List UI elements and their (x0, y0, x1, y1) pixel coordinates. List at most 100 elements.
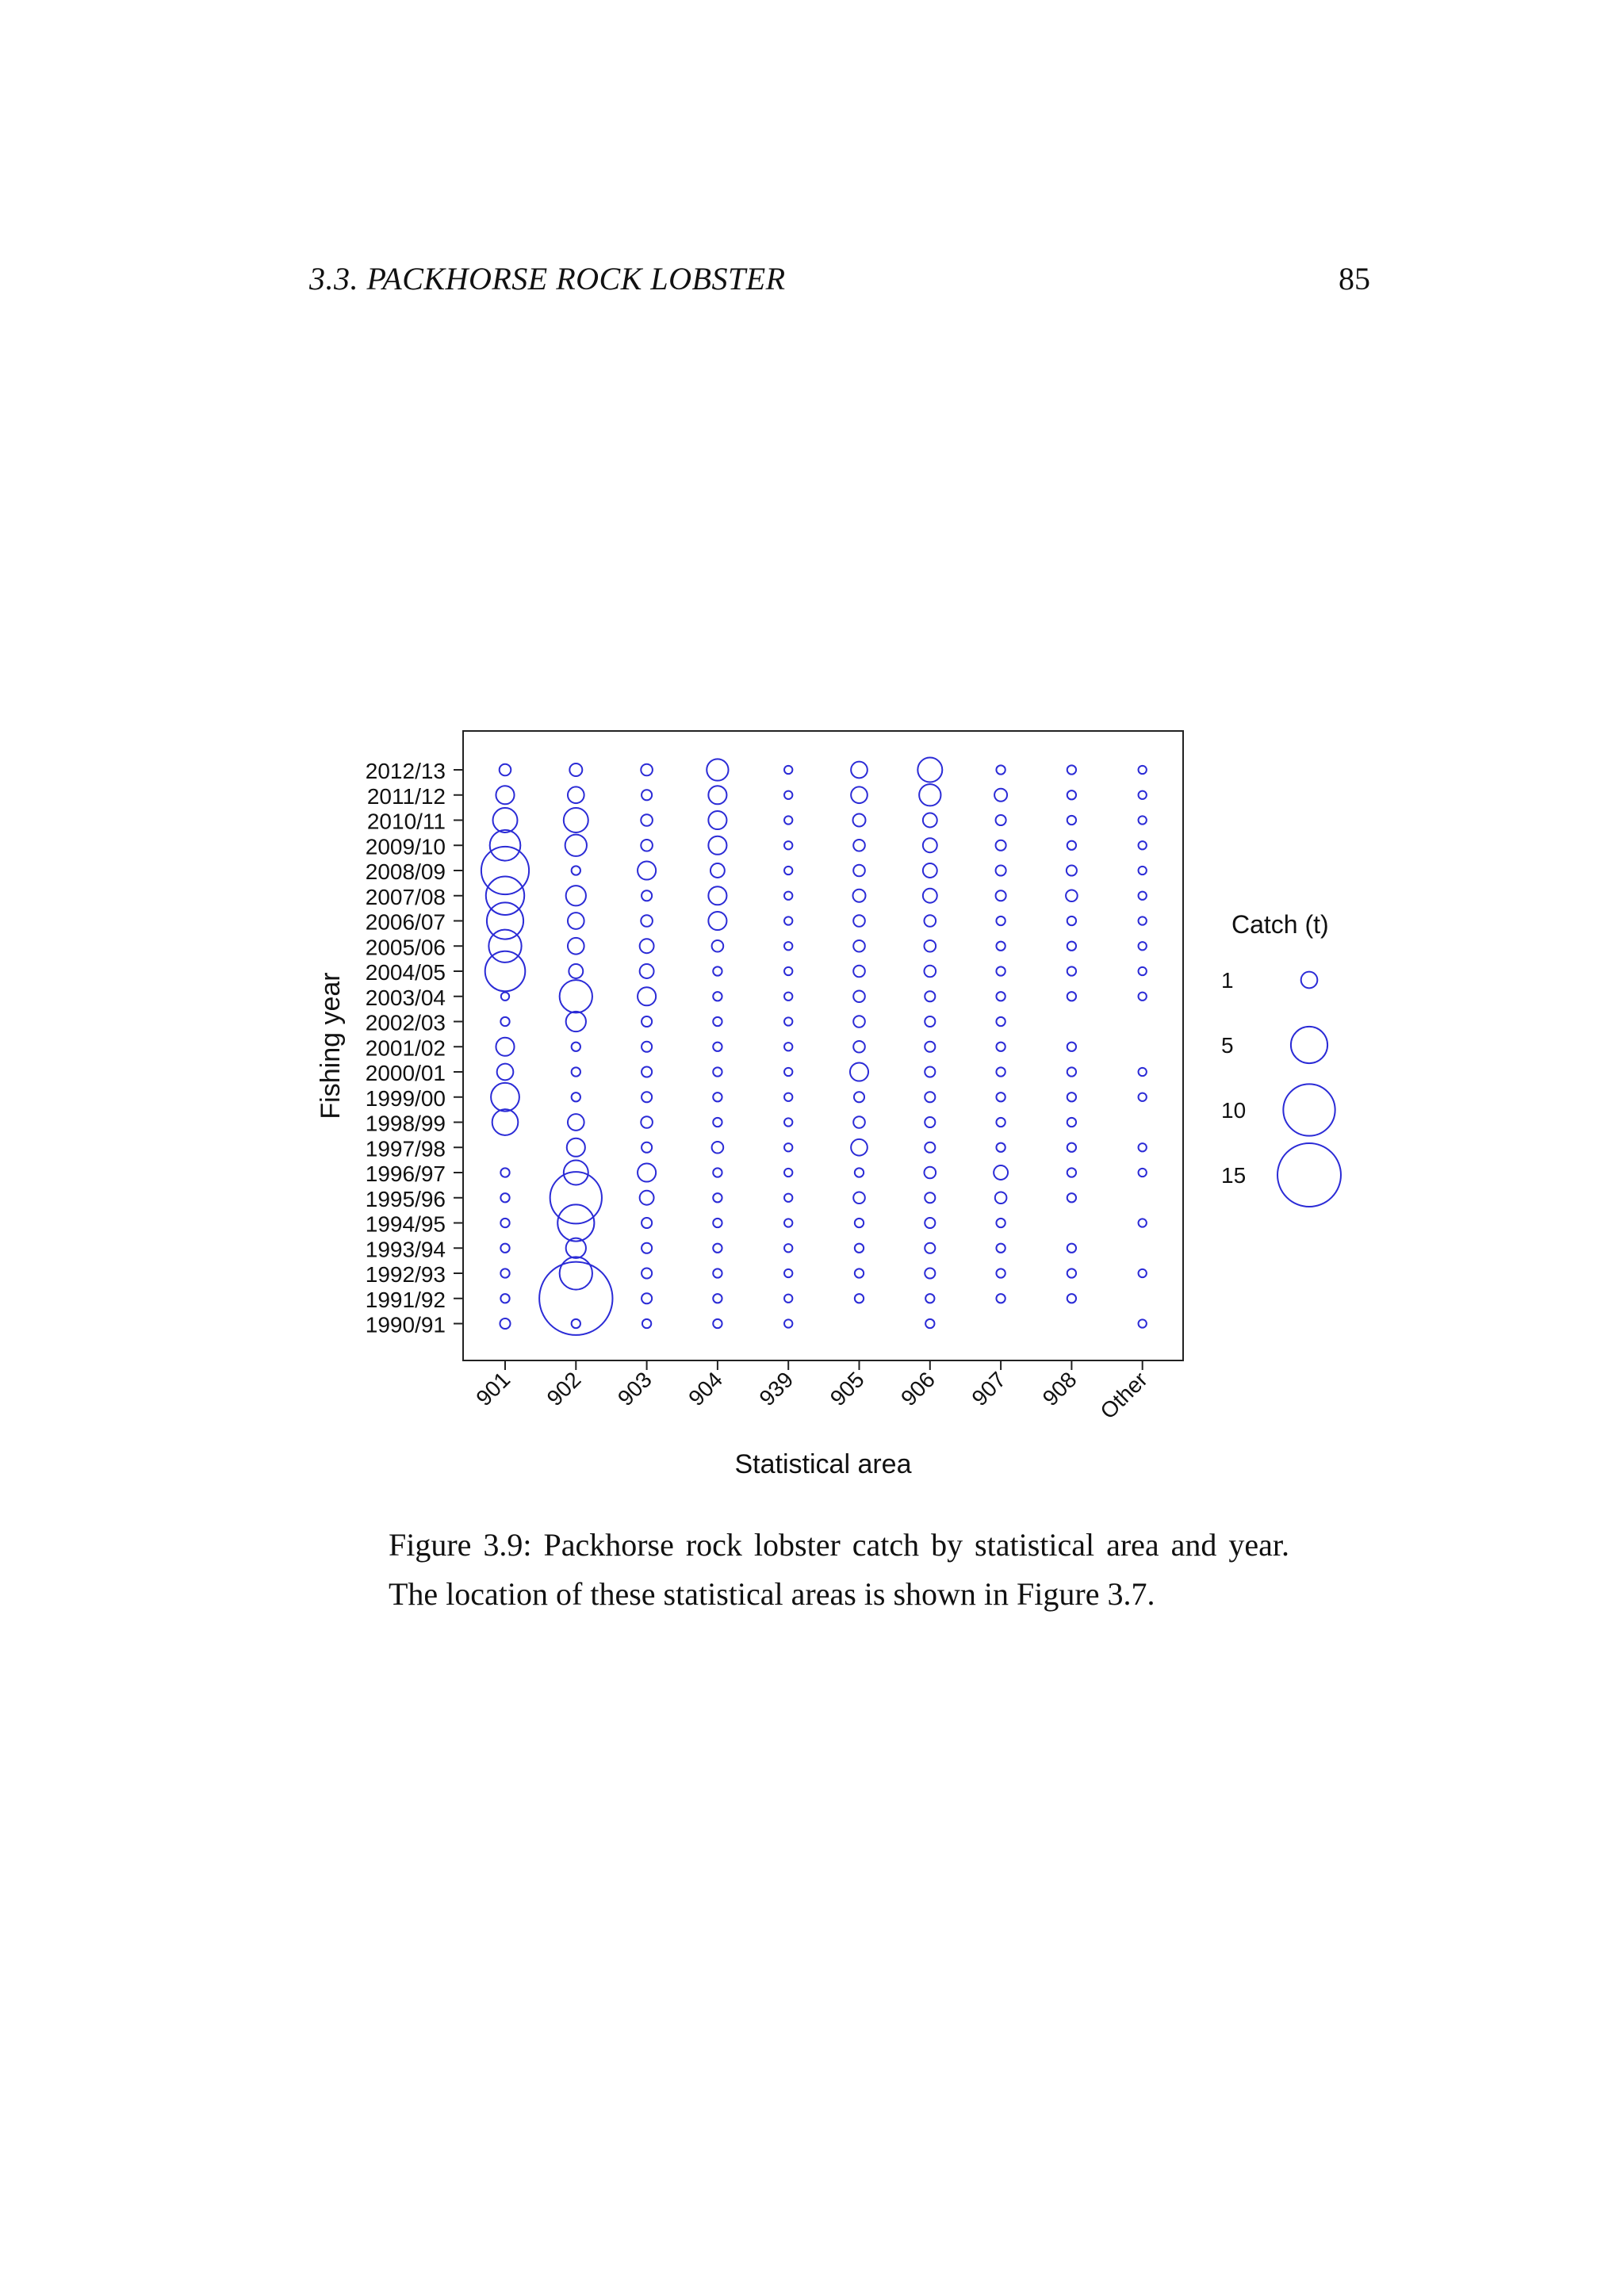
bubble (852, 863, 866, 878)
bubble (557, 1203, 596, 1242)
bubble (641, 890, 653, 902)
bubble (562, 1159, 589, 1186)
bubble (995, 764, 1006, 775)
bubble (783, 865, 794, 876)
bubble (491, 1108, 519, 1136)
bubble (485, 875, 526, 916)
bubble (637, 860, 657, 881)
bubble (995, 1116, 1006, 1128)
bubble (995, 1142, 1006, 1153)
page-number: 85 (1339, 261, 1370, 297)
bubble (500, 1293, 511, 1304)
bubble (925, 1318, 936, 1330)
bubble (995, 1016, 1006, 1027)
bubble (500, 1016, 511, 1027)
bubble (641, 1015, 653, 1028)
bubble (994, 839, 1007, 851)
bubble (921, 887, 938, 904)
x-tick-label: 902 (542, 1367, 586, 1410)
bubble (706, 758, 730, 782)
bubble (783, 1268, 794, 1279)
y-tick-label: 2001/02 (366, 1035, 446, 1060)
bubble (637, 986, 657, 1007)
y-tick-label: 2007/08 (366, 885, 446, 909)
bubble (1066, 940, 1078, 951)
y-tick-label: 1993/94 (366, 1237, 446, 1261)
y-tick-label: 1991/92 (366, 1288, 446, 1312)
bubble (994, 864, 1007, 877)
x-tick-label: Other (1096, 1367, 1152, 1423)
bubble (783, 764, 794, 775)
bubble (641, 1141, 653, 1154)
bubble (1137, 1268, 1147, 1279)
y-tick-label: 1998/99 (366, 1112, 446, 1136)
bubble (924, 1015, 936, 1028)
legend-bubble (1289, 1025, 1329, 1065)
bubble (641, 1091, 653, 1104)
bubble (495, 785, 515, 806)
bubble (783, 916, 794, 926)
bubble (500, 1192, 511, 1203)
bubble (995, 991, 1006, 1002)
bubble (707, 886, 728, 906)
bubble (638, 938, 655, 955)
bubble (993, 1165, 1009, 1181)
y-tick-label: 1990/91 (366, 1313, 446, 1337)
bubble (712, 1092, 723, 1103)
bubble (570, 1318, 581, 1330)
bubble (921, 863, 938, 878)
bubble (640, 838, 653, 852)
bubble (641, 1318, 653, 1330)
bubble (852, 1115, 866, 1129)
bubble (1065, 864, 1078, 877)
bubble (488, 828, 522, 862)
bubble (850, 760, 868, 779)
bubble (783, 1142, 794, 1153)
bubble (538, 1261, 614, 1336)
bubble (783, 890, 794, 901)
bubble (994, 890, 1007, 902)
bubble (500, 1242, 511, 1253)
bubble (565, 885, 587, 907)
bubble (1137, 890, 1147, 901)
bubble (480, 845, 530, 896)
bubble (783, 1318, 794, 1329)
legend-bubble (1282, 1083, 1336, 1137)
bubble (852, 1191, 866, 1205)
bubble (783, 1066, 794, 1077)
y-tick-label: 1992/93 (366, 1262, 446, 1287)
bubble (640, 914, 653, 928)
bubble (917, 756, 944, 783)
bubble (852, 888, 867, 903)
bubble (712, 1318, 723, 1330)
y-tick-label: 2012/13 (366, 759, 446, 783)
y-tick-label: 1999/00 (366, 1086, 446, 1111)
bubble (1066, 1268, 1078, 1279)
bubble (712, 1268, 723, 1279)
bubble (1137, 764, 1147, 775)
data-points (480, 756, 1147, 1336)
bubble (995, 1293, 1006, 1304)
x-tick-label: 907 (967, 1367, 1010, 1410)
x-axis-ticks: 901 902 903 904 939 905 906 907 908 Other (471, 1360, 1152, 1424)
bubble (492, 807, 519, 833)
bubble (640, 1115, 653, 1129)
legend-title: Catch (t) (1231, 910, 1329, 939)
y-axis-ticks: 1990/911991/921992/931993/941994/951995/… (366, 759, 463, 1337)
legend-size-label: 10 (1221, 1098, 1246, 1123)
bubble (638, 1189, 655, 1206)
legend-bubble (1300, 970, 1319, 989)
bubble (924, 1091, 936, 1104)
y-tick-label: 2005/06 (366, 935, 446, 959)
bubble (638, 963, 655, 979)
y-tick-label: 1994/95 (366, 1212, 446, 1237)
bubble (490, 1081, 520, 1112)
bubble (783, 1042, 794, 1052)
bubble (641, 1242, 653, 1254)
bubble (569, 763, 584, 777)
bubble (1137, 1066, 1147, 1077)
bubble (1137, 1167, 1147, 1178)
bubble (1066, 1167, 1078, 1178)
bubble (852, 1015, 866, 1028)
bubble (565, 1137, 586, 1158)
